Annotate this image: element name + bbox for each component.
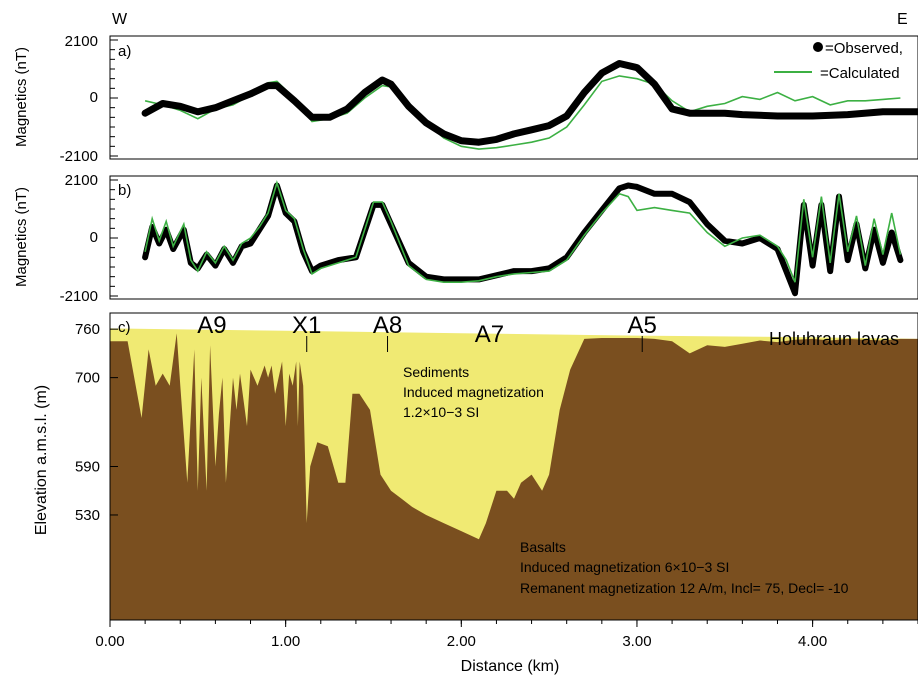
panel-a-ylabel: Magnetics (nT)	[13, 47, 30, 147]
panel-c-y-tick-label: 760	[75, 321, 100, 338]
panel-c: c) Elevation a.m.s.l. (m) 760 700 590 530 0…	[33, 312, 918, 675]
panel-c-x-tick-label: 0.00	[95, 633, 124, 650]
panel-a-label: a)	[118, 43, 131, 60]
panel-c-x-tick-label: 2.00	[447, 633, 476, 650]
panel-c-label: c)	[118, 319, 131, 336]
basalts-line-2: Induced magnetization 6×10−3 SI	[520, 559, 729, 575]
anomaly-label-holuhraun-lavas: Holuhraun lavas	[769, 329, 899, 349]
panel-a-ytick-mid: 0	[90, 89, 98, 106]
basalts-annotation: Basalts Induced magnetization 6×10−3 SI …	[520, 539, 849, 596]
basalts-line-3: Remanent magnetization 12 A/m, Incl= 75,…	[520, 580, 849, 596]
panel-b: b) Magnetics (nT) 2100 0 -2100	[13, 172, 918, 305]
panel-a-ytick-top: 2100	[65, 33, 98, 50]
panel-c-y-tick-label: 700	[75, 370, 100, 387]
sediments-line-3: 1.2×10−3 SI	[403, 404, 479, 420]
basalts-area	[110, 333, 918, 620]
sediments-line-2: Induced magnetization	[403, 384, 544, 400]
panel-c-y-tick-label: 530	[75, 507, 100, 524]
panel-b-calculated-line	[144, 180, 902, 283]
anomaly-label-a9: A9	[197, 312, 226, 339]
panel-c-x-tick-label: 3.00	[622, 633, 651, 650]
east-label: E	[897, 11, 908, 28]
anomaly-label-a5: A5	[628, 312, 657, 339]
panel-c-x-tick-label: 4.00	[798, 633, 827, 650]
panel-c-x-ticks: 0.00 1.00 2.00 3.00 4.00	[95, 620, 918, 650]
panel-a: a) Magnetics (nT) 2100 0 -2100 =Observed…	[13, 33, 918, 165]
panel-b-ytick-mid: 0	[90, 229, 98, 246]
panel-c-y-ticks: 760 700 590 530	[75, 321, 118, 524]
panel-b-ytick-bottom: -2100	[60, 288, 98, 305]
panel-b-ytick-top: 2100	[65, 172, 98, 189]
legend-observed-marker	[813, 42, 823, 52]
panel-a-minor-ticks	[110, 39, 118, 157]
panel-c-y-tick-label: 590	[75, 459, 100, 476]
panel-c-ylabel: Elevation a.m.s.l. (m)	[33, 385, 50, 535]
anomaly-label-x1: X1	[292, 312, 321, 339]
panel-b-observed-line	[142, 182, 904, 297]
anomaly-labels: A9 X1 A8 A7 A5 Holuhraun lavas	[197, 312, 899, 352]
panel-b-minor-ticks	[110, 179, 118, 297]
panel-c-x-tick-label: 1.00	[271, 633, 300, 650]
basalts-line-1: Basalts	[520, 539, 566, 555]
panel-c-xlabel: Distance (km)	[461, 658, 560, 675]
sediments-annotation: Sediments Induced magnetization 1.2×10−3…	[403, 364, 544, 420]
panel-a-observed-line	[141, 60, 918, 146]
anomaly-label-a8: A8	[373, 312, 402, 339]
sediments-line-1: Sediments	[403, 364, 469, 380]
panel-a-frame	[109, 35, 918, 160]
legend-observed-label: =Observed,	[825, 40, 903, 57]
legend-calculated-label: =Calculated	[820, 65, 900, 82]
anomaly-label-a7: A7	[475, 321, 504, 348]
panel-a-legend: =Observed, =Calculated	[774, 40, 903, 82]
panel-a-ytick-bottom: -2100	[60, 148, 98, 165]
panel-b-label: b)	[118, 182, 131, 199]
west-label: W	[112, 11, 128, 28]
panel-b-ylabel: Magnetics (nT)	[13, 187, 30, 287]
